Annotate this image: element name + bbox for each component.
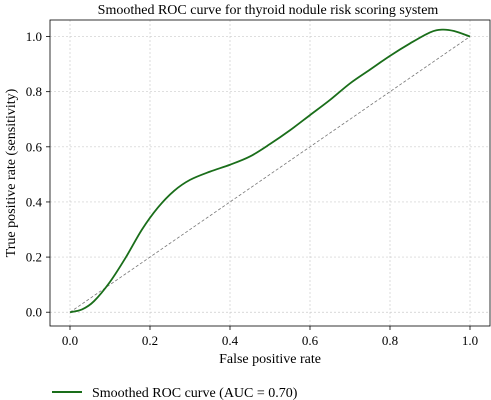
chart-title: Smoothed ROC curve for thyroid nodule ri… [98, 3, 439, 18]
y-tick-label: 0.8 [26, 84, 42, 99]
y-tick-label: 0.6 [26, 139, 43, 154]
y-tick-label: 1.0 [26, 29, 42, 44]
x-tick-label: 0.6 [302, 333, 319, 348]
y-tick-label: 0.4 [26, 194, 43, 209]
x-axis-label: False positive rate [219, 352, 321, 367]
chance-reference-line [69, 36, 471, 313]
x-tick-label: 0.8 [382, 333, 398, 348]
y-axis: 0.0 0.2 0.4 0.6 0.8 1.0 [26, 29, 50, 320]
x-tick-label: 0.0 [62, 333, 78, 348]
grid [50, 20, 490, 326]
roc-curve-line [69, 28, 471, 314]
x-tick-label: 0.4 [222, 333, 239, 348]
y-tick-label: 0.2 [26, 250, 42, 265]
legend-entry: Smoothed ROC curve (AUC = 0.70) [92, 386, 298, 400]
legend: Smoothed ROC curve (AUC = 0.70) [52, 386, 298, 400]
y-tick-label: 0.0 [26, 305, 42, 320]
x-tick-label: 0.2 [142, 333, 158, 348]
x-tick-label: 1.0 [462, 333, 478, 348]
plot-frame [49, 19, 491, 327]
y-axis-label: True positive rate (sensitivity) [4, 88, 19, 257]
x-axis: 0.0 0.2 0.4 0.6 0.8 1.0 [62, 326, 478, 348]
